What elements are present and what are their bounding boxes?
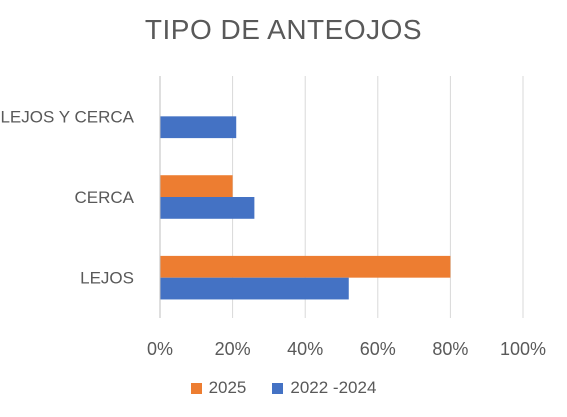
bar <box>160 197 255 219</box>
chart-title: TIPO DE ANTEOJOS <box>144 14 423 45</box>
legend-label-2025: 2025 <box>208 378 247 397</box>
legend-label-2022-2024: 2022 -2024 <box>290 378 377 397</box>
y-tick-label: LEJOS Y CERCA <box>0 107 134 126</box>
x-tick-label: 40% <box>287 339 323 359</box>
x-tick-label: 60% <box>360 339 396 359</box>
legend-item-2025: 2025 <box>190 378 247 398</box>
x-tick-label: 100% <box>500 339 546 359</box>
y-tick-label: LEJOS <box>80 269 134 288</box>
legend-swatch-2022-2024 <box>272 382 284 394</box>
legend: 2025 2022 -2024 <box>0 378 567 398</box>
bar <box>160 255 451 278</box>
bar <box>160 116 237 139</box>
x-tick-label: 0% <box>147 339 173 359</box>
x-tick-label: 80% <box>432 339 468 359</box>
legend-swatch-2025 <box>190 382 202 394</box>
y-tick-label: CERCA <box>74 188 134 207</box>
bar <box>160 175 233 197</box>
legend-item-2022-2024: 2022 -2024 <box>272 378 376 398</box>
x-tick-label: 20% <box>215 339 251 359</box>
bar <box>160 277 349 300</box>
